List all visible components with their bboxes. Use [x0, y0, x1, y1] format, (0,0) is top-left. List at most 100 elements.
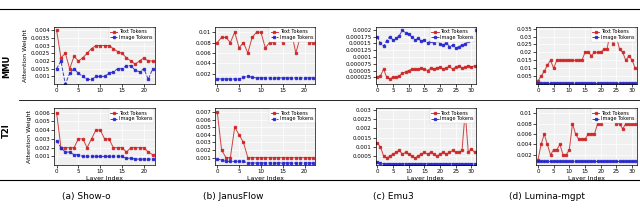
Text Tokens: [145, 151, 152, 153]
Image Tokens: [57, 60, 65, 62]
Line: Text Tokens: Text Tokens: [216, 31, 314, 54]
Image Tokens: [279, 77, 287, 79]
Image Tokens: [118, 67, 126, 70]
Text Tokens: [248, 156, 256, 159]
Text Tokens: [66, 67, 74, 70]
Image Tokens: [402, 32, 410, 34]
Image Tokens: [75, 153, 83, 156]
Text Tokens: [622, 59, 630, 62]
Text Tokens: [218, 149, 225, 151]
Text Tokens: [396, 75, 403, 77]
Text Tokens: [57, 57, 65, 59]
Image Tokens: [383, 39, 390, 42]
Text Tokens: [559, 154, 567, 156]
Text Tokens: [100, 138, 108, 140]
Text Tokens: [97, 129, 104, 131]
Image Tokens: [380, 45, 387, 47]
Image Tokens: [376, 42, 384, 45]
Image Tokens: [594, 82, 602, 85]
Line: Text Tokens: Text Tokens: [537, 32, 637, 82]
Text Tokens: [625, 54, 633, 57]
Image Tokens: [148, 67, 156, 70]
Image Tokens: [253, 77, 260, 79]
Text Tokens: [52, 111, 60, 114]
Image Tokens: [402, 162, 410, 165]
Text Tokens: [75, 138, 83, 140]
Image Tokens: [399, 162, 406, 165]
Image Tokens: [455, 162, 463, 165]
Line: Text Tokens: Text Tokens: [216, 111, 314, 159]
Text Tokens: [266, 41, 273, 44]
Image Tokens: [619, 82, 627, 85]
Text Tokens: [52, 29, 60, 31]
Text Tokens: [628, 59, 636, 62]
Text Tokens: [563, 59, 570, 62]
Text Tokens: [600, 117, 608, 120]
Text Tokens: [275, 36, 282, 39]
Image Tokens: [296, 162, 304, 164]
Image Tokens: [92, 75, 100, 78]
Image Tokens: [218, 159, 225, 161]
Image Tokens: [597, 82, 605, 85]
Image Tokens: [383, 162, 390, 165]
Text Tokens: [578, 59, 586, 62]
Image Tokens: [270, 77, 278, 79]
Image Tokens: [284, 162, 291, 164]
Text Tokens: [609, 117, 617, 120]
Image Tokens: [131, 69, 139, 71]
Image Tokens: [253, 162, 260, 164]
Image Tokens: [420, 162, 428, 165]
Image Tokens: [257, 77, 265, 79]
Image Tokens: [386, 162, 394, 165]
Text Tokens: [632, 67, 639, 70]
Text Tokens: [75, 60, 83, 62]
Image Tokens: [392, 162, 400, 165]
Text Tokens: [411, 68, 419, 70]
Text Tokens: [408, 68, 415, 70]
Text Tokens: [244, 52, 252, 54]
Image Tokens: [386, 35, 394, 38]
Image Tokens: [296, 77, 304, 79]
Text Tokens: [588, 54, 595, 57]
Text Tokens: [284, 31, 291, 33]
Text Tokens: [550, 148, 557, 151]
Text Tokens: [591, 133, 598, 135]
Image Tokens: [436, 162, 444, 165]
Text Tokens: [609, 43, 617, 46]
Image Tokens: [292, 162, 300, 164]
X-axis label: Layer Index: Layer Index: [568, 176, 605, 181]
Image Tokens: [374, 161, 381, 164]
Text Tokens: [452, 66, 460, 68]
Text Tokens: [284, 156, 291, 159]
Image Tokens: [136, 70, 143, 73]
Text Tokens: [600, 48, 608, 51]
Legend: Text Tokens, Image Tokens: Text Tokens, Image Tokens: [109, 28, 154, 42]
Text Tokens: [257, 31, 265, 33]
Image Tokens: [114, 155, 122, 158]
Text Tokens: [83, 52, 91, 55]
Text Tokens: [109, 47, 117, 50]
Image Tokens: [581, 160, 589, 162]
Text Tokens: [296, 156, 304, 159]
Text Tokens: [399, 153, 406, 156]
Image Tokens: [547, 82, 554, 85]
Image Tokens: [556, 82, 564, 85]
Text Tokens: [436, 66, 444, 68]
Text Tokens: [88, 47, 95, 50]
Text Tokens: [79, 138, 86, 140]
Text Tokens: [449, 68, 456, 70]
Text Tokens: [534, 159, 542, 161]
Image Tokens: [310, 77, 317, 79]
Image Tokens: [305, 162, 313, 164]
Text Tokens: [424, 153, 431, 156]
Image Tokens: [275, 162, 282, 164]
Image Tokens: [52, 67, 60, 70]
Image Tokens: [606, 160, 614, 162]
Y-axis label: Attention Weight: Attention Weight: [23, 29, 28, 82]
Text Tokens: [445, 65, 453, 68]
Line: Image Tokens: Image Tokens: [55, 139, 154, 160]
Image Tokens: [449, 44, 456, 46]
Image Tokens: [445, 162, 453, 165]
Line: Text Tokens: Text Tokens: [55, 111, 154, 156]
Legend: Text Tokens, Image Tokens: Text Tokens, Image Tokens: [430, 28, 475, 42]
